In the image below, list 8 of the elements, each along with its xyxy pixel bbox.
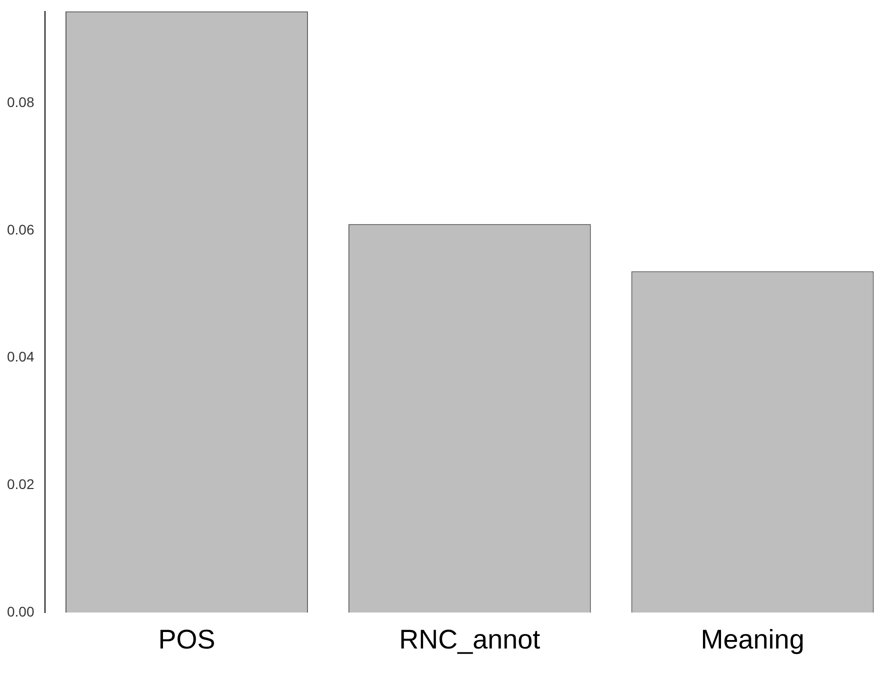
x-tick-label: Meaning xyxy=(700,624,804,654)
y-tick-label: 0.00 xyxy=(7,603,34,620)
y-tick-label: 0.02 xyxy=(7,476,34,492)
y-tick-label: 0.06 xyxy=(7,221,34,238)
y-tick-label: 0.08 xyxy=(7,94,34,110)
x-tick-label: POS xyxy=(158,624,216,654)
x-tick-label: RNC_annot xyxy=(399,624,541,654)
y-tick-label: 0.04 xyxy=(7,348,34,365)
